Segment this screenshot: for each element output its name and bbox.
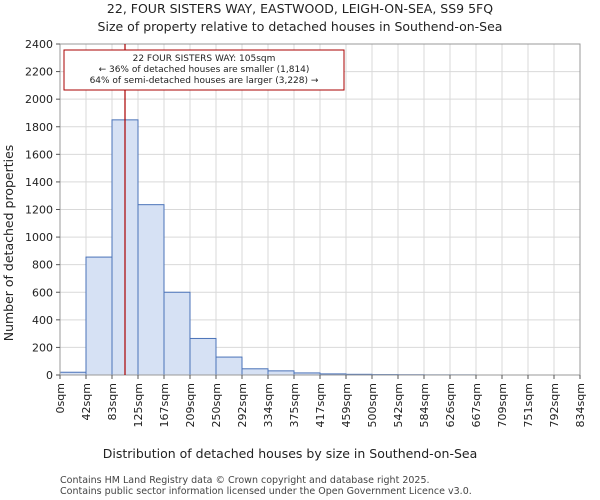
bar <box>215 356 243 376</box>
footer-line-1: Contains HM Land Registry data © Crown c… <box>60 475 430 486</box>
bar <box>241 368 269 376</box>
x-tick-label: 459sqm <box>340 383 353 427</box>
x-tick-label: 209sqm <box>184 383 197 427</box>
x-tick-label: 375sqm <box>288 383 301 427</box>
bar <box>189 337 217 376</box>
y-tick-label: 2000 <box>25 93 53 106</box>
annotation-line-1: 22 FOUR SISTERS WAY: 105sqm <box>133 54 276 64</box>
y-axis-label: Number of detached properties <box>1 145 16 342</box>
y-tick-label: 1000 <box>25 231 53 244</box>
x-tick-label: 125sqm <box>132 383 145 427</box>
x-tick-label: 667sqm <box>470 383 483 427</box>
x-tick-label: 250sqm <box>210 383 223 427</box>
y-tick-label: 1800 <box>25 121 53 134</box>
x-tick-label: 542sqm <box>392 383 405 427</box>
chart-title: 22, FOUR SISTERS WAY, EASTWOOD, LEIGH-ON… <box>107 1 493 16</box>
x-axis-ticks: 0sqm 42sqm 83sqm 125sqm 167sqm 209sqm 250sqm 29… <box>54 375 587 427</box>
x-tick-label: 42sqm <box>80 383 93 420</box>
y-tick-label: 800 <box>32 259 53 272</box>
bar <box>85 256 113 376</box>
annotation-line-3: 64% of semi-detached houses are larger (… <box>90 76 319 86</box>
y-tick-label: 200 <box>32 341 53 354</box>
annotation-box: 22 FOUR SISTERS WAY: 105sqm ← 36% of det… <box>63 49 345 91</box>
x-tick-label: 626sqm <box>444 383 457 427</box>
chart-subtitle: Size of property relative to detached ho… <box>98 19 503 34</box>
x-tick-label: 0sqm <box>54 383 67 413</box>
x-tick-label: 584sqm <box>418 383 431 427</box>
x-tick-label: 417sqm <box>314 383 327 427</box>
y-tick-label: 600 <box>32 286 53 299</box>
x-tick-label: 292sqm <box>236 383 249 427</box>
y-tick-label: 2200 <box>25 66 53 79</box>
x-tick-label: 83sqm <box>106 383 119 420</box>
bar <box>163 291 191 376</box>
x-axis-label: Distribution of detached houses by size … <box>103 446 478 461</box>
y-tick-label: 400 <box>32 314 53 327</box>
bar <box>137 204 165 376</box>
y-axis-ticks: 0 200 400 600 800 1000 1200 1400 1600 1800 2000 220… <box>25 38 60 382</box>
x-tick-label: 751sqm <box>522 383 535 427</box>
x-tick-label: 709sqm <box>496 383 509 427</box>
y-tick-label: 2400 <box>25 38 53 51</box>
x-tick-label: 500sqm <box>366 383 379 427</box>
x-tick-label: 792sqm <box>548 383 561 427</box>
bar <box>267 370 295 376</box>
annotation-frame <box>63 49 345 91</box>
y-tick-label: 1200 <box>25 204 53 217</box>
footer-line-2: Contains public sector information licen… <box>60 486 472 497</box>
y-tick-label: 1600 <box>25 148 53 161</box>
y-tick-label: 1400 <box>25 176 53 189</box>
x-tick-label: 834sqm <box>574 383 587 427</box>
annotation-line-2: ← 36% of detached houses are smaller (1,… <box>99 65 310 75</box>
x-tick-label: 167sqm <box>158 383 171 427</box>
x-tick-label: 334sqm <box>262 383 275 427</box>
y-tick-label: 0 <box>46 369 53 382</box>
